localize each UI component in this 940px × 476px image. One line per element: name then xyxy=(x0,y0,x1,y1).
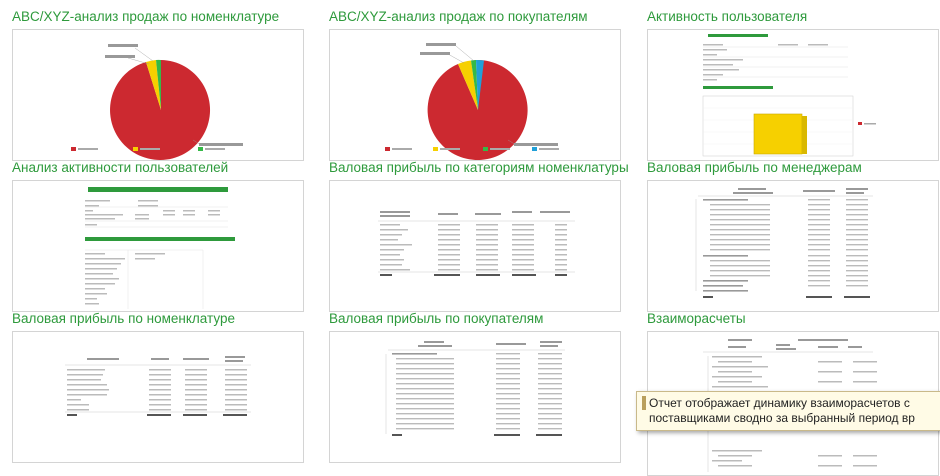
report-card-users-activity-analysis[interactable]: Анализ активности пользователей xyxy=(12,160,304,312)
report-title[interactable]: Валовая прибыль по номенклатуре xyxy=(12,311,235,326)
report-card-abc-nomenclature[interactable]: ABC/XYZ-анализ продаж по номенклатуре xyxy=(12,9,304,161)
report-preview-thumbnail[interactable] xyxy=(329,29,621,161)
report-card-user-activity[interactable]: Активность пользователя xyxy=(647,9,939,161)
report-title[interactable]: Валовая прибыль по менеджерам xyxy=(647,160,862,175)
report-title[interactable]: Валовая прибыль по покупателям xyxy=(329,311,544,326)
report-card-mutual-settlements[interactable]: Взаиморасчеты xyxy=(647,311,939,476)
report-title[interactable]: Активность пользователя xyxy=(647,9,808,24)
tooltip-line: поставщиками сводно за выбранный период … xyxy=(649,411,915,425)
tooltip-line: Отчет отображает динамику взаиморасчетов… xyxy=(649,396,910,410)
report-preview-thumbnail[interactable] xyxy=(329,331,621,463)
report-card-gross-profit-nomenclature[interactable]: Валовая прибыль по номенклатуре xyxy=(12,311,304,463)
report-card-gross-profit-customers[interactable]: Валовая прибыль по покупателям xyxy=(329,311,621,463)
report-card-gross-profit-categories[interactable]: Валовая прибыль по категориям номенклату… xyxy=(329,160,629,312)
report-title[interactable]: Взаиморасчеты xyxy=(647,311,746,326)
chart-legend xyxy=(71,147,225,151)
pie-chart xyxy=(427,59,528,160)
report-card-abc-customers[interactable]: ABC/XYZ-анализ продаж по покупателям xyxy=(329,9,621,161)
report-preview-thumbnail[interactable] xyxy=(329,180,621,312)
report-title[interactable]: Валовая прибыль по категориям номенклату… xyxy=(329,160,629,175)
report-title[interactable]: ABC/XYZ-анализ продаж по номенклатуре xyxy=(12,9,280,24)
tooltip-marker-icon xyxy=(642,396,646,410)
report-title[interactable]: ABC/XYZ-анализ продаж по покупателям xyxy=(329,9,588,24)
report-preview-thumbnail[interactable] xyxy=(12,331,304,463)
report-preview-thumbnail[interactable] xyxy=(647,29,939,161)
bar-chart xyxy=(702,95,876,157)
pie-chart xyxy=(110,59,211,160)
report-preview-thumbnail[interactable] xyxy=(647,180,939,312)
report-card-gross-profit-managers[interactable]: Валовая прибыль по менеджерам xyxy=(647,160,939,312)
report-description-tooltip: Отчет отображает динамику взаиморасчетов… xyxy=(636,391,940,431)
report-preview-thumbnail[interactable] xyxy=(12,29,304,161)
chart-legend xyxy=(385,147,559,151)
report-title[interactable]: Анализ активности пользователей xyxy=(12,160,229,175)
report-preview-thumbnail[interactable] xyxy=(12,180,304,312)
